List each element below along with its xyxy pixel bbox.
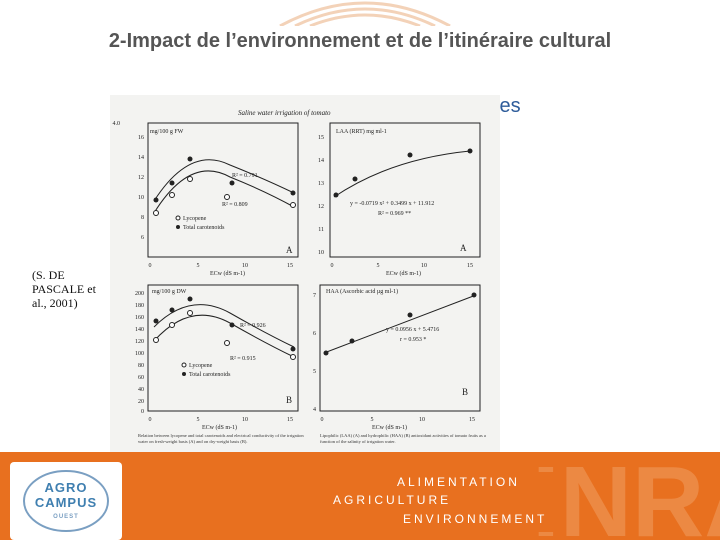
logo-line1: AGRO: [44, 480, 88, 495]
svg-text:5: 5: [197, 417, 200, 423]
svg-text:10: 10: [242, 417, 248, 423]
svg-text:60: 60: [138, 375, 144, 381]
svg-text:HAA (Ascorbic acid µg ml-1): HAA (Ascorbic acid µg ml-1): [326, 288, 398, 295]
svg-text:15: 15: [287, 417, 293, 423]
svg-text:8: 8: [141, 215, 144, 221]
svg-text:ECw (dS m-1): ECw (dS m-1): [202, 424, 237, 431]
svg-text:16: 16: [138, 135, 144, 141]
svg-text:15: 15: [318, 135, 324, 141]
slide-title: 2-Impact de l’environnement et de l’itin…: [108, 30, 612, 52]
svg-text:Lycopene: Lycopene: [189, 363, 213, 369]
svg-text:200: 200: [135, 291, 144, 297]
svg-text:Total carotenoids: Total carotenoids: [189, 372, 231, 378]
svg-text:R² = 0.791: R² = 0.791: [232, 173, 258, 179]
logo-line3: OUEST: [53, 514, 79, 520]
svg-text:7: 7: [313, 293, 316, 299]
svg-text:R² = 0.809: R² = 0.809: [222, 202, 248, 208]
svg-text:10: 10: [419, 417, 425, 423]
svg-text:14: 14: [138, 155, 144, 161]
svg-text:ECw (dS m-1): ECw (dS m-1): [210, 270, 245, 277]
svg-text:B: B: [462, 387, 468, 397]
svg-text:40: 40: [138, 387, 144, 393]
svg-text:ECw (dS m-1): ECw (dS m-1): [372, 424, 407, 431]
svg-text:mg/100 g DW: mg/100 g DW: [152, 289, 187, 295]
svg-text:R² = 0.969 **: R² = 0.969 **: [378, 211, 411, 217]
svg-text:13: 13: [318, 181, 324, 187]
svg-text:0: 0: [331, 263, 334, 269]
svg-text:A: A: [286, 245, 293, 255]
svg-text:160: 160: [135, 315, 144, 321]
svg-text:5: 5: [377, 263, 380, 269]
svg-text:15: 15: [467, 263, 473, 269]
svg-text:10: 10: [242, 263, 248, 269]
svg-text:R² = 0.915: R² = 0.915: [230, 356, 256, 362]
svg-text:14: 14: [318, 158, 324, 164]
tagline-agriculture: AGRICULTURE: [333, 493, 452, 507]
citation-text: (S. DE PASCALE et al., 2001): [32, 268, 96, 310]
svg-text:A: A: [460, 243, 467, 253]
svg-text:15: 15: [469, 417, 475, 423]
svg-text:12: 12: [318, 204, 324, 210]
svg-text:6: 6: [313, 331, 316, 337]
svg-text:y = -0.0719 x² + 0.3499 x + 11: y = -0.0719 x² + 0.3499 x + 11.912: [350, 201, 434, 207]
panel-top-left: mg/100 g FW 4.0 16 14 12 10 8 6 0 5 10 1…: [113, 121, 299, 277]
svg-text:100: 100: [135, 351, 144, 357]
logo-line2: CAMPUS: [34, 495, 98, 510]
panel-ylabel: mg/100 g FW: [150, 129, 184, 135]
svg-text:5: 5: [197, 263, 200, 269]
svg-text:120: 120: [135, 339, 144, 345]
svg-text:10: 10: [138, 195, 144, 201]
svg-text:6: 6: [141, 235, 144, 241]
caption-right: Lipophilic (LAA) (A) and hydrophilic (HA…: [320, 433, 486, 444]
top-arch-decoration: [279, 1, 451, 26]
panel-bottom-left: mg/100 g DW 200 180 160 140 120 100 80 6…: [135, 284, 299, 431]
svg-text:4.0: 4.0: [113, 121, 121, 127]
svg-text:10: 10: [421, 263, 427, 269]
tagline-block: ALIMENTATION AGRICULTURE ENVIRONNEMENT: [325, 472, 565, 532]
svg-text:0: 0: [149, 263, 152, 269]
caption-left: Relation between lycopene and total caro…: [138, 433, 304, 444]
panel-top-right: LAA (RRT) mg ml-1 15 14 13 12 11 10 0 5 …: [318, 122, 481, 277]
slide-subtitle-fragment: les: [495, 95, 521, 117]
panel-bottom-right: HAA (Ascorbic acid µg ml-1) 7 6 5 4 0 5 …: [313, 284, 481, 431]
svg-text:R² = 0.926: R² = 0.926: [240, 323, 266, 329]
svg-text:11: 11: [318, 227, 324, 233]
svg-text:20: 20: [138, 399, 144, 405]
svg-text:Total carotenoids: Total carotenoids: [183, 225, 225, 231]
svg-text:y = 0.0956 x + 5.4716: y = 0.0956 x + 5.4716: [386, 327, 439, 333]
tagline-alimentation: ALIMENTATION: [397, 475, 520, 489]
svg-text:Lycopene: Lycopene: [183, 216, 207, 222]
svg-text:0: 0: [321, 417, 324, 423]
svg-text:B: B: [286, 395, 292, 405]
svg-text:LAA (RRT) mg ml-1: LAA (RRT) mg ml-1: [336, 128, 387, 135]
svg-text:12: 12: [138, 175, 144, 181]
tagline-environnement: ENVIRONNEMENT: [403, 512, 548, 526]
svg-text:5: 5: [371, 417, 374, 423]
svg-text:15: 15: [287, 263, 293, 269]
scanned-figure: Saline water irrigation of tomato mg/100…: [110, 95, 500, 470]
svg-text:180: 180: [135, 303, 144, 309]
svg-text:ECw (dS m-1): ECw (dS m-1): [386, 270, 421, 277]
svg-text:10: 10: [318, 250, 324, 256]
svg-text:0: 0: [141, 409, 144, 415]
svg-text:4: 4: [313, 407, 316, 413]
svg-text:140: 140: [135, 327, 144, 333]
svg-text:80: 80: [138, 363, 144, 369]
svg-text:5: 5: [313, 369, 316, 375]
svg-text:r = 0.953 *: r = 0.953 *: [400, 337, 426, 343]
figure-header: Saline water irrigation of tomato: [238, 109, 331, 117]
svg-text:0: 0: [149, 417, 152, 423]
agrocampus-logo: AGRO CAMPUS OUEST: [10, 462, 122, 540]
